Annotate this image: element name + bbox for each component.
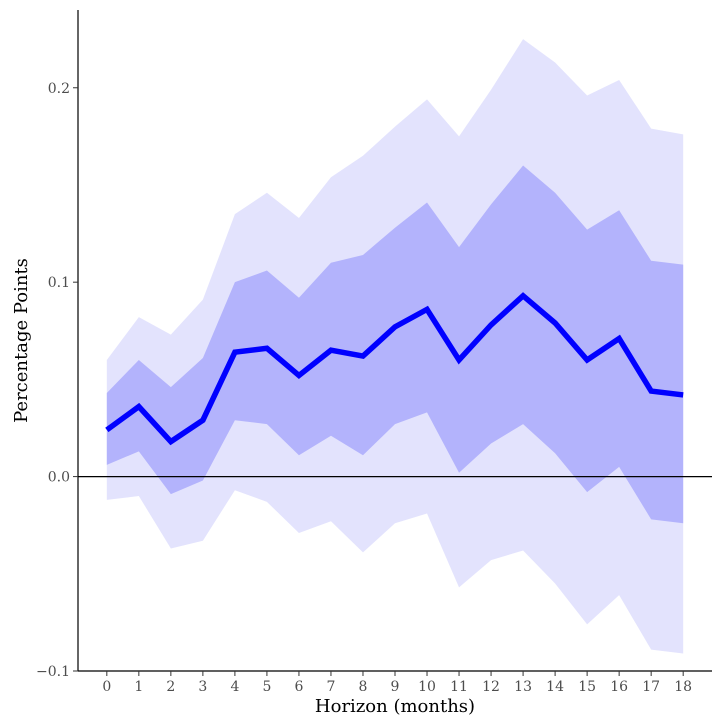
- x-tick-label: 17: [642, 679, 660, 695]
- series-group: [105, 292, 684, 446]
- confidence-band-inner: [106, 165, 684, 524]
- x-tick-label: 9: [391, 679, 400, 695]
- x-tick-label: 0: [102, 679, 111, 695]
- x-tick-label: 8: [359, 679, 368, 695]
- series-line-0: [105, 292, 684, 446]
- x-tick-label: 4: [230, 679, 239, 695]
- x-tick-label: 11: [450, 679, 468, 695]
- x-tick-label: 2: [166, 679, 175, 695]
- x-tick-label: 6: [294, 679, 303, 695]
- x-tick-label: 18: [674, 679, 692, 695]
- x-axis-ticks: 0 1 2 3 4 5 6 7 8 9 10 11 12 13 14 15 16 17 18: [102, 671, 692, 695]
- y-tick-label: 0.0: [48, 470, 70, 486]
- x-tick-label: 15: [578, 679, 596, 695]
- x-tick-label: 7: [326, 679, 335, 695]
- x-tick-label: 3: [198, 679, 207, 695]
- x-tick-label: 12: [482, 679, 500, 695]
- x-tick-label: 16: [610, 679, 628, 695]
- x-axis-title: Horizon (months): [315, 696, 475, 717]
- x-tick-label: 14: [546, 679, 564, 695]
- y-tick-label: −0.1: [36, 664, 70, 680]
- x-tick-label: 5: [262, 679, 271, 695]
- y-tick-label: 0.1: [48, 275, 70, 291]
- confidence-bands: [106, 39, 684, 654]
- y-axis-title: Percentage Points: [11, 258, 32, 423]
- x-tick-label: 13: [514, 679, 532, 695]
- x-tick-label: 10: [418, 679, 436, 695]
- y-tick-label: 0.2: [48, 81, 70, 97]
- x-tick-label: 1: [134, 679, 143, 695]
- y-axis-ticks: −0.1 0.0 0.1 0.2: [36, 81, 78, 680]
